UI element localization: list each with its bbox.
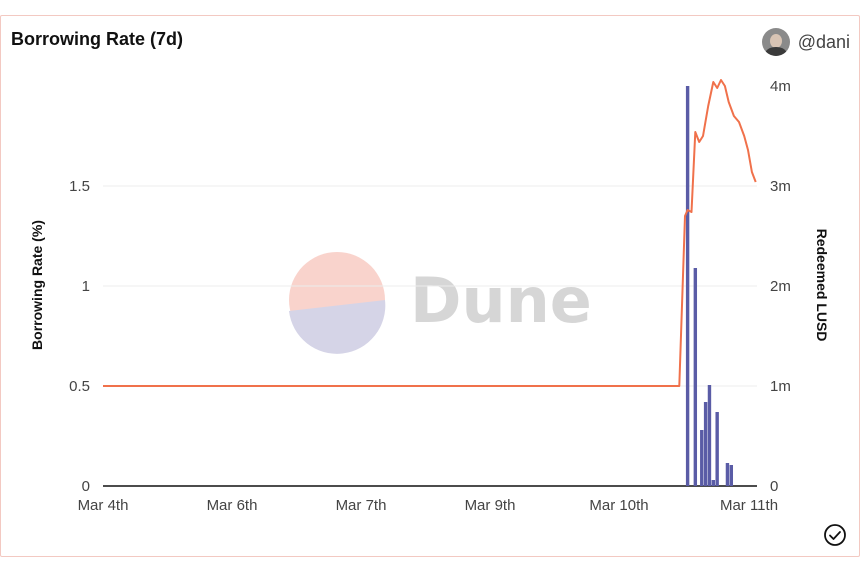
- x-tick-label: Mar 7th: [336, 497, 387, 514]
- x-tick-label: Mar 9th: [465, 497, 516, 514]
- y-right-tick-label: 3m: [770, 178, 791, 195]
- y-right-tick-label: 2m: [770, 278, 791, 295]
- check-circle-icon[interactable]: [823, 523, 847, 547]
- redeemed-bar: [703, 402, 708, 486]
- y-right-tick-label: 4m: [770, 78, 791, 95]
- borrowing-rate-line: [103, 79, 757, 387]
- redeemed-bar: [685, 86, 690, 486]
- y-right-tick-label: 1m: [770, 378, 791, 395]
- watermark-text: Dune: [410, 264, 592, 337]
- y-left-tick-label: 0.5: [69, 378, 90, 395]
- redeemed-bar: [707, 385, 712, 486]
- redeemed-bar: [711, 480, 716, 486]
- y-left-tick-label: 1: [82, 278, 90, 295]
- redeemed-bar: [715, 412, 719, 486]
- redeemed-bar: [700, 430, 704, 486]
- y-left-tick-label: 0: [82, 478, 90, 495]
- y-right-axis-title: Redeemed LUSD: [814, 229, 830, 342]
- watermark-logo-shade: [289, 300, 386, 354]
- redeemed-bar: [693, 268, 698, 486]
- dune-watermark: Dune: [289, 252, 592, 354]
- chart-title: Borrowing Rate (7d): [11, 29, 184, 49]
- x-tick-label: Mar 4th: [78, 497, 129, 514]
- y-left-tick-label: 1.5: [69, 178, 90, 195]
- author[interactable]: @dani: [761, 28, 850, 56]
- x-tick-label: Mar 11th: [720, 497, 778, 514]
- x-tick-label: Mar 6th: [207, 497, 258, 514]
- avatar-icon[interactable]: [761, 28, 790, 56]
- y-left-axis-title: Borrowing Rate (%): [29, 220, 45, 350]
- redeemed-bar: [725, 463, 730, 486]
- redeemed-bar: [729, 465, 734, 486]
- x-tick-label: Mar 10th: [589, 497, 648, 514]
- y-right-tick-label: 0: [770, 478, 778, 495]
- username[interactable]: @dani: [797, 31, 850, 52]
